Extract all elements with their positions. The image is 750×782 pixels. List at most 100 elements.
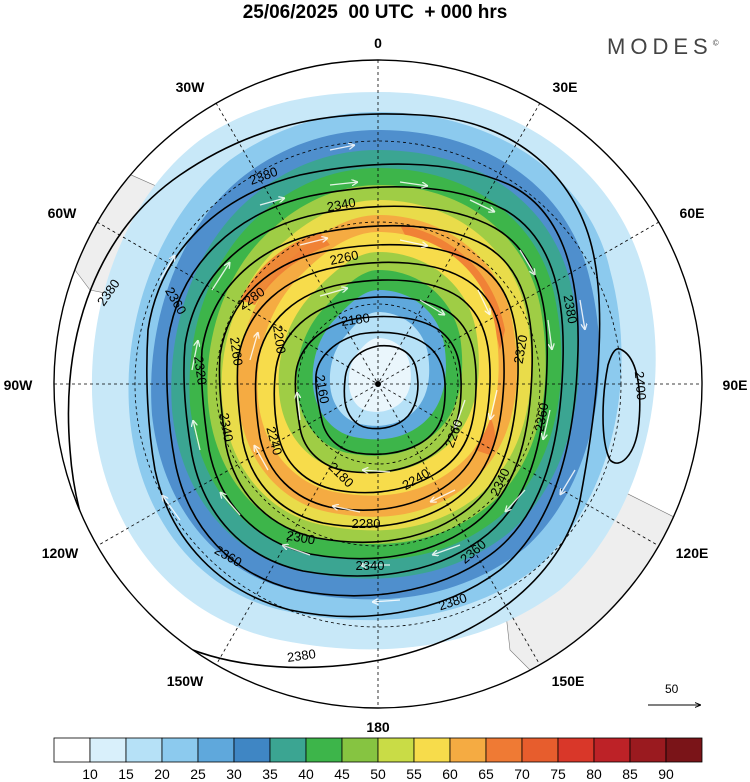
longitude-labels: 0 30E 60E 90E 120E 150E 180 150W 120W 90W 60W 30W xyxy=(4,35,748,735)
contour-label: 2380 xyxy=(561,294,581,325)
contour-label: 2380 xyxy=(286,646,317,665)
contour-label-group: 2320 xyxy=(511,334,531,365)
contour-label-group: 2340 xyxy=(356,558,385,573)
colorbar-swatch xyxy=(269,737,307,763)
wind-arrow xyxy=(455,399,466,428)
colorbar-tick-label: 10 xyxy=(82,766,98,782)
contour-label: 2280 xyxy=(352,516,381,531)
longitude-label: 30W xyxy=(176,79,206,95)
colorbar-swatch xyxy=(377,737,415,763)
colorbar-swatch xyxy=(485,737,523,763)
longitude-label: 30E xyxy=(553,79,578,95)
colorbar-tick-label: 20 xyxy=(154,766,170,782)
colorbar-swatch xyxy=(305,737,343,763)
wind-arrow xyxy=(399,181,428,186)
wind-arrow xyxy=(159,255,175,281)
wind-arrow xyxy=(419,299,445,315)
contour-label-group: 2200 xyxy=(270,324,289,355)
contour-2360 xyxy=(166,186,564,597)
colorbar-swatch xyxy=(197,737,235,763)
colorbar-swatch xyxy=(125,737,163,763)
contour-2240 xyxy=(273,296,477,494)
wind-arrow xyxy=(579,299,585,330)
contour-label-group: 2260 xyxy=(328,247,359,268)
contour-label: 2400 xyxy=(632,371,649,401)
contour-label: 2340 xyxy=(356,558,385,573)
contour-label-group: 2160 xyxy=(313,374,333,405)
contour-label: 2320 xyxy=(511,334,531,365)
colorbar-tick-label: 70 xyxy=(514,766,530,782)
wind-arrow xyxy=(249,332,258,361)
contour-label-group: 2300 xyxy=(285,528,316,548)
colorbar-tick-label: 15 xyxy=(118,766,134,782)
wind-vectors xyxy=(159,145,585,602)
wind-arrow xyxy=(297,392,300,421)
wind-arrow xyxy=(282,545,311,556)
contour-label: 2260 xyxy=(328,247,359,268)
south-pole-marker xyxy=(375,381,381,387)
contour-label-group: 2380 xyxy=(286,646,317,665)
longitude-label: 90W xyxy=(4,377,34,393)
colorbar-tick-label: 25 xyxy=(190,766,206,782)
colorbar-swatch xyxy=(593,737,631,763)
colorbar-swatch xyxy=(449,737,487,763)
longitude-label: 60W xyxy=(48,205,78,221)
height-contours xyxy=(67,113,641,669)
contour-label-group: 2400 xyxy=(632,371,649,401)
colorbar-tick-label: 40 xyxy=(298,766,314,782)
colorbar-swatch xyxy=(341,737,379,763)
contour-label-group: 2320 xyxy=(191,355,210,386)
longitude-label: 150W xyxy=(167,673,204,689)
contour-2380 xyxy=(146,163,579,618)
colorbar-swatch xyxy=(89,737,127,763)
wind-arrow xyxy=(220,492,241,516)
wind-arrow xyxy=(211,262,230,291)
longitude-label: 120W xyxy=(42,545,79,561)
colorbar-tick-label: 80 xyxy=(586,766,602,782)
contour-label: 2340 xyxy=(326,195,357,215)
wind-arrow xyxy=(329,145,355,151)
colorbar-tick-label: 75 xyxy=(550,766,566,782)
colorbar-tick-label: 85 xyxy=(622,766,638,782)
contour-label: 2340 xyxy=(217,412,237,443)
wind-arrow xyxy=(329,182,358,185)
colorbar-swatch xyxy=(521,737,559,763)
contour-label-group: 2180 xyxy=(340,310,371,329)
colorbar: 10 15 20 25 30 35 40 45 50 55 60 65 70 75 80 85 90 xyxy=(53,737,703,782)
longitude-label: 120E xyxy=(676,545,709,561)
colorbar-tick-label: 50 xyxy=(370,766,386,782)
contour-label: 2260 xyxy=(227,336,246,367)
wind-arrow xyxy=(191,340,198,371)
wind-arrow xyxy=(372,600,401,602)
colorbar-tick-label: 45 xyxy=(334,766,350,782)
contour-label: 2300 xyxy=(285,528,316,548)
contour-label: 2160 xyxy=(313,374,333,405)
longitude-label: 0 xyxy=(374,35,382,51)
wind-arrow xyxy=(505,489,526,512)
contour-2380-outer xyxy=(67,113,601,669)
wind-arrow xyxy=(560,469,576,495)
wind-scale-label: 50 xyxy=(665,682,679,696)
longitude-label: 60E xyxy=(680,205,705,221)
contour-label-group: 2340 xyxy=(326,195,357,215)
contour-2260 xyxy=(254,279,491,511)
longitude-label: 180 xyxy=(366,719,390,735)
colorbar-swatch xyxy=(557,737,595,763)
contour-label: 2320 xyxy=(191,355,210,386)
colorbar-tick-label: 65 xyxy=(478,766,494,782)
wind-arrow xyxy=(477,289,490,315)
contour-label-group: 2360 xyxy=(532,402,552,433)
contour-2180 xyxy=(315,331,446,456)
colorbar-tick-label: 30 xyxy=(226,766,242,782)
brand-logo: MODES© xyxy=(607,34,719,59)
contour-2300 xyxy=(218,243,519,544)
wind-arrow xyxy=(362,470,391,472)
contour-label: 2240 xyxy=(263,425,285,457)
contour-2400 xyxy=(602,348,641,464)
wind-arrow xyxy=(162,495,181,521)
longitude-label: 90E xyxy=(723,377,748,393)
contour-label: 2180 xyxy=(340,310,371,329)
contour-label-group: 2240 xyxy=(263,425,285,457)
colorbar-tick-label: 60 xyxy=(442,766,458,782)
contour-label-group: 2280 xyxy=(352,516,381,531)
